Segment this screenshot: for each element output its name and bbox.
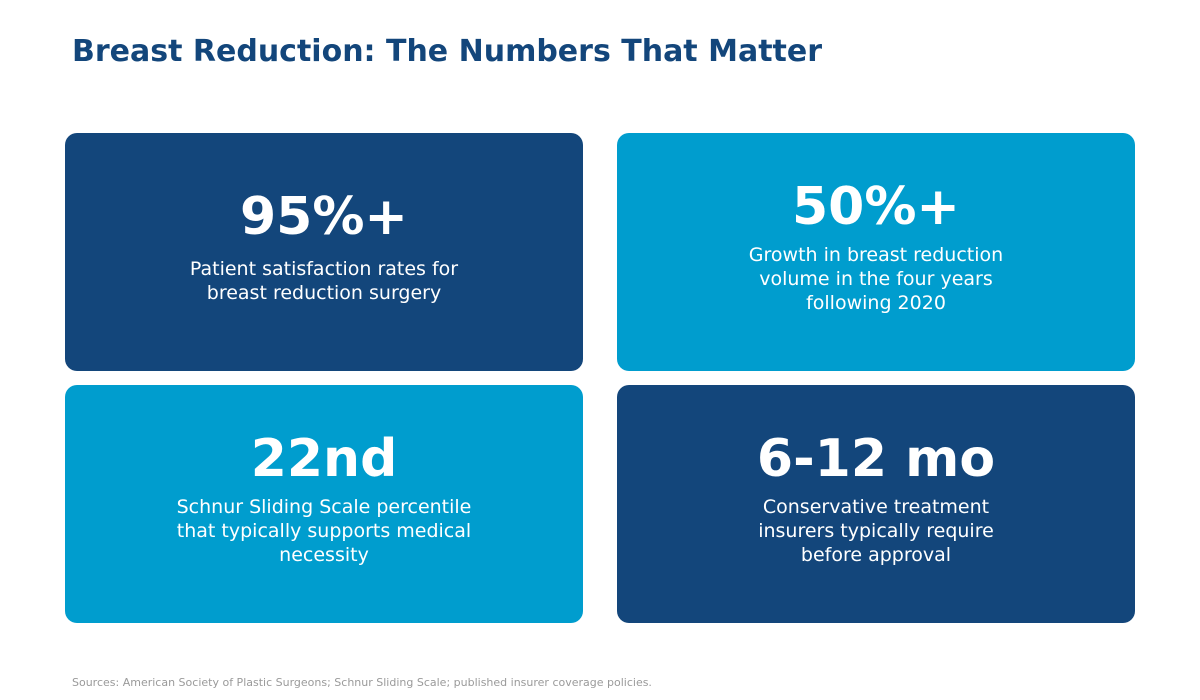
stat-value: 50%+ (791, 177, 961, 238)
page-title: Breast Reduction: The Numbers That Matte… (72, 34, 823, 69)
stat-description: Schnur Sliding Scale percentile that typ… (176, 495, 472, 566)
stat-card-satisfaction: 95%+ Patient satisfaction rates for brea… (65, 133, 583, 371)
stat-description: Growth in breast reduction volume in the… (748, 243, 1004, 314)
stat-value: 22nd (250, 429, 398, 490)
stat-card-growth: 50%+ Growth in breast reduction volume i… (617, 133, 1135, 371)
stat-card-schnur-percentile: 22nd Schnur Sliding Scale percentile tha… (65, 385, 583, 623)
stat-value: 6-12 mo (756, 429, 996, 490)
stat-card-grid: 95%+ Patient satisfaction rates for brea… (65, 133, 1135, 623)
stat-description: Patient satisfaction rates for breast re… (189, 257, 459, 304)
stat-card-conservative-treatment: 6-12 mo Conservative treatment insurers … (617, 385, 1135, 623)
stat-value: 95%+ (239, 187, 409, 248)
sources-footnote: Sources: American Society of Plastic Sur… (72, 676, 652, 689)
stat-description: Conservative treatment insurers typicall… (758, 495, 994, 566)
